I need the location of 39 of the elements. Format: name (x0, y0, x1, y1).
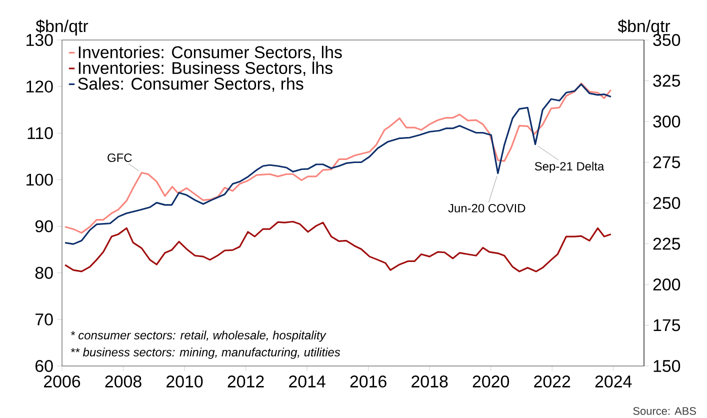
x-tick-label: 2016 (350, 375, 386, 388)
x-tick-label: 2012 (228, 375, 264, 388)
x-tick-label: 2006 (44, 375, 80, 388)
legend-label: Inventories: Business Sectors, lhs (78, 62, 332, 76)
y2-tick-label: 275 (653, 156, 680, 168)
y2-tick-label: 250 (653, 197, 680, 209)
y-tick-label: 130 (26, 34, 53, 46)
y-tick-label: 110 (28, 127, 53, 140)
x-tick-label: 2022 (534, 375, 570, 388)
source-note: Source: ABS (633, 407, 696, 415)
annotation: Jun-20 COVID (448, 204, 526, 212)
annotation: ** business sectors: mining, manufacturing, utilities (70, 348, 340, 359)
x-tick-label: 2018 (412, 375, 448, 388)
y-tick-label: 120 (26, 80, 53, 93)
line-series (64, 220, 612, 272)
y-tick-label: 80 (35, 266, 53, 279)
y2-tick-label: 325 (653, 74, 680, 87)
x-tick-label: 2014 (289, 375, 326, 388)
y2-tick-label: 350 (653, 34, 680, 46)
x-tick-label: 2008 (105, 375, 142, 388)
y-tick-label: 70 (36, 313, 53, 326)
legend-label: Inventories: Consumer Sectors, lhs (78, 46, 342, 60)
y-axis-title: $bn/qtr (36, 19, 88, 36)
y2-tick-label: 300 (653, 116, 680, 128)
annotation: Sep-21 Delta (534, 162, 604, 173)
legend-label: Sales: Consumer Sectors, rhs (78, 77, 304, 92)
y2-axis-title: $bn/qtr (618, 19, 670, 36)
y-tick-label: 60 (36, 360, 53, 372)
y2-tick-label: 225 (653, 238, 680, 250)
annotation: GFC (108, 154, 132, 162)
y-tick-label: 100 (26, 174, 53, 186)
y2-tick-label: 200 (653, 278, 680, 290)
x-tick-label: 2020 (472, 375, 510, 388)
y2-tick-label: 150 (654, 360, 680, 372)
annotation: * consumer sectors: retail, wholesale, hospitality (70, 330, 326, 342)
y2-tick-label: 175 (654, 319, 680, 332)
x-tick-label: 2010 (166, 375, 203, 388)
x-tick-label: 2024 (595, 375, 632, 388)
y-tick-label: 90 (35, 220, 53, 232)
